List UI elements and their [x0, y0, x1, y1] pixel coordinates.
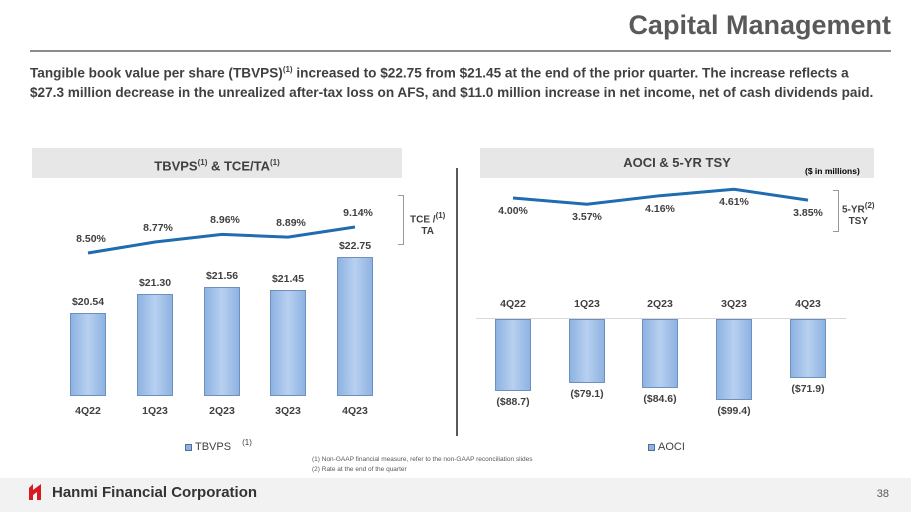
aoci-data-label: ($99.4) [717, 405, 751, 417]
x-tick-label: 3Q23 [275, 405, 301, 417]
tbvps-bar [70, 313, 106, 396]
hanmi-logo-icon [29, 484, 41, 500]
tsy-line [512, 187, 809, 206]
page-title: Capital Management [628, 10, 891, 40]
tbvps-data-label: $22.75 [338, 240, 372, 253]
x-tick-label: 2Q23 [647, 298, 673, 310]
tsy-data-label: 4.61% [719, 196, 749, 209]
aoci-bar [569, 319, 605, 384]
tbvps-data-label: $21.45 [271, 272, 305, 285]
x-tick-label: 4Q22 [500, 298, 526, 310]
x-tick-label: 4Q22 [75, 405, 101, 417]
x-tick-label: 1Q23 [142, 405, 168, 417]
x-tick-label: 4Q23 [342, 405, 368, 417]
tsy-brace [833, 190, 839, 232]
right-chart-header: AOCI & 5-YR TSY [480, 148, 874, 178]
legend-swatch [648, 443, 655, 451]
aoci-bar [642, 319, 678, 388]
aoci-bar [495, 319, 531, 392]
tbvps-data-label: $21.30 [138, 276, 172, 289]
tce-data-label: 8.96% [210, 214, 240, 227]
aoci-legend: AOCI [648, 441, 685, 453]
tbvps-data-label: $21.56 [205, 270, 239, 283]
tce-data-label: 8.77% [143, 222, 173, 235]
tsy-data-label: 3.57% [572, 211, 602, 224]
tbvps-legend: TBVPS (1) [185, 438, 252, 453]
tsy-label: 5-YR(2) TSY [842, 201, 875, 228]
aoci-data-label: ($71.9) [791, 382, 825, 395]
units-label: ($ in millions) [805, 166, 860, 176]
footer-bar [0, 478, 911, 512]
aoci-axis [476, 318, 846, 319]
legend-swatch [185, 443, 192, 451]
intro-text: Tangible book value per share (TBVPS)(1)… [30, 65, 874, 100]
tce-brace [398, 195, 404, 245]
tbvps-bar [137, 293, 173, 396]
footnote-1: (1) Non-GAAP financial measure, refer to… [312, 456, 533, 463]
tsy-data-label: 3.85% [793, 207, 823, 220]
aoci-data-label: ($84.6) [643, 392, 677, 405]
tce-data-label: 9.14% [343, 207, 373, 220]
panel-divider [456, 168, 458, 436]
tce-ta-line [87, 225, 356, 255]
x-tick-label: 3Q23 [721, 298, 747, 310]
aoci-bar [716, 319, 752, 400]
tbvps-bar [337, 257, 373, 396]
left-chart-header: TBVPS(1) & TCE/TA(1) [32, 148, 402, 178]
aoci-data-label: ($79.1) [570, 388, 604, 401]
tce-data-label: 8.89% [276, 217, 306, 230]
aoci-bar [790, 319, 826, 378]
company-logo: Hanmi Financial Corporation [28, 483, 257, 501]
tce-data-label: 8.50% [76, 233, 106, 245]
title-rule [30, 50, 891, 52]
tbvps-bar [270, 289, 306, 396]
tsy-data-label: 4.16% [645, 202, 675, 215]
tce-ta-label: TCE /(1) TA [410, 211, 446, 238]
tbvps-data-label: $20.54 [71, 296, 105, 309]
page-number: 38 [876, 488, 889, 500]
x-tick-label: 4Q23 [795, 298, 821, 310]
x-tick-label: 1Q23 [574, 298, 600, 310]
x-tick-label: 2Q23 [209, 405, 235, 417]
tbvps-bar [204, 287, 240, 396]
footnote-2: (2) Rate at the end of the quarter [312, 466, 407, 473]
aoci-data-label: ($88.7) [496, 396, 530, 409]
tsy-data-label: 4.00% [498, 205, 528, 217]
